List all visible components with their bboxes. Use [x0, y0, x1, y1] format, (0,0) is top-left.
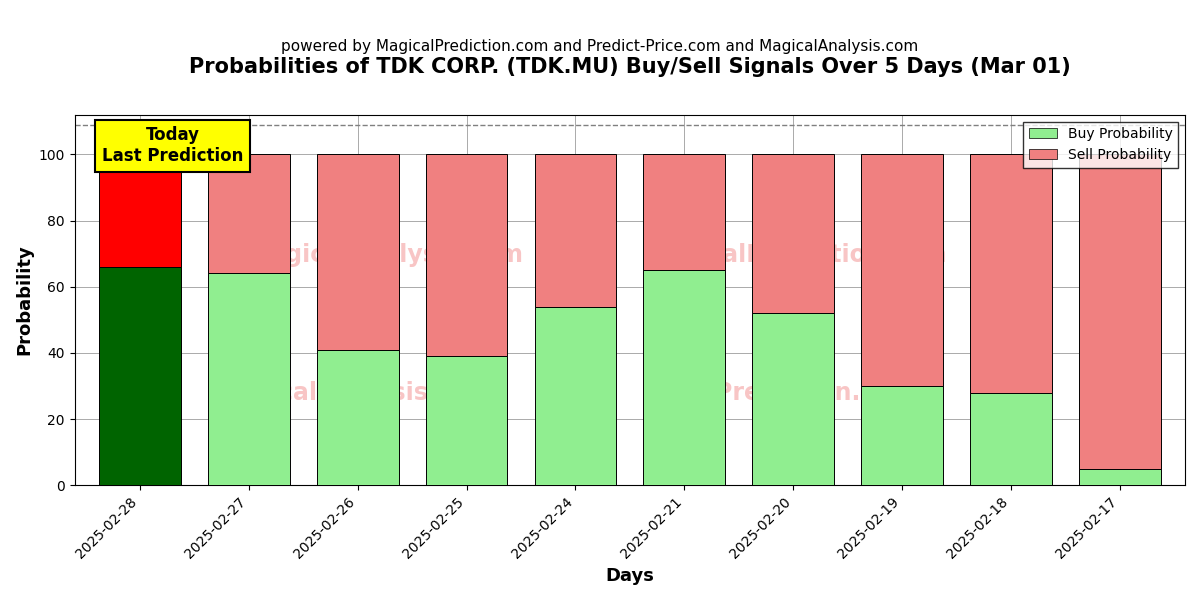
Bar: [643, 154, 725, 270]
Text: powered by MagicalPrediction.com and Predict-Price.com and MagicalAnalysis.com: powered by MagicalPrediction.com and Pre…: [281, 39, 919, 54]
Text: calAnalysis.com: calAnalysis.com: [280, 380, 492, 404]
Bar: [752, 154, 834, 313]
Bar: [100, 267, 181, 485]
Bar: [1079, 154, 1160, 469]
Legend: Buy Probability, Sell Probability: Buy Probability, Sell Probability: [1024, 122, 1178, 167]
Text: calPrediction.com: calPrediction.com: [677, 380, 916, 404]
Bar: [317, 350, 398, 485]
Bar: [100, 154, 181, 267]
Y-axis label: Probability: Probability: [16, 245, 34, 355]
Bar: [317, 154, 398, 350]
Bar: [643, 270, 725, 485]
Bar: [208, 274, 289, 485]
Text: Today
Last Prediction: Today Last Prediction: [102, 126, 244, 165]
X-axis label: Days: Days: [605, 567, 654, 585]
Bar: [970, 392, 1051, 485]
Bar: [208, 154, 289, 274]
Bar: [752, 313, 834, 485]
Bar: [862, 154, 943, 386]
Bar: [970, 154, 1051, 392]
Bar: [534, 154, 617, 307]
Text: MagicalAnalysis.com: MagicalAnalysis.com: [247, 244, 524, 268]
Text: MagicalPrediction.com: MagicalPrediction.com: [646, 244, 948, 268]
Bar: [426, 356, 508, 485]
Bar: [534, 307, 617, 485]
Bar: [426, 154, 508, 356]
Title: Probabilities of TDK CORP. (TDK.MU) Buy/Sell Signals Over 5 Days (Mar 01): Probabilities of TDK CORP. (TDK.MU) Buy/…: [188, 57, 1070, 77]
Bar: [1079, 469, 1160, 485]
Bar: [862, 386, 943, 485]
